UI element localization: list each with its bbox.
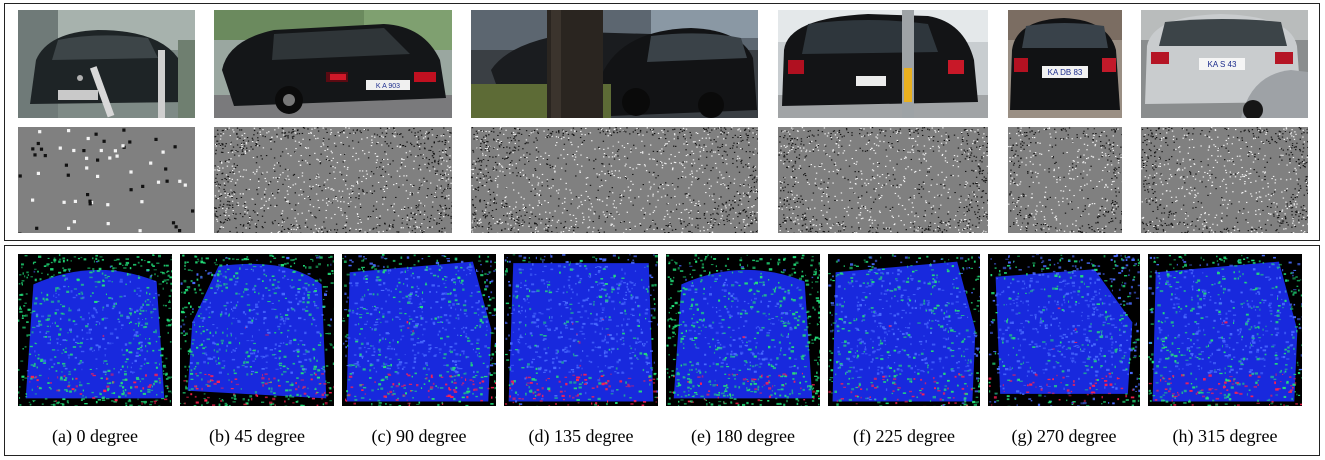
caption-270-degree: (g) 270 degree xyxy=(1011,426,1117,446)
car-photo-6: KA S 43 xyxy=(1141,10,1308,118)
car-photo-2: K A 903 xyxy=(214,10,452,118)
caption-225-degree: (f) 225 degree xyxy=(853,426,955,446)
caption-45-degree: (b) 45 degree xyxy=(209,426,305,446)
depth-map-3 xyxy=(471,127,758,233)
heatmap-90-degree xyxy=(342,254,496,406)
car-photo-5: KA DB 83 xyxy=(1008,10,1122,118)
depth-map-1 xyxy=(18,127,195,233)
heatmap-180-degree xyxy=(666,254,820,406)
caption-315-degree: (h) 315 degree xyxy=(1172,426,1278,446)
depth-map-2 xyxy=(214,127,452,233)
heatmap-0-degree xyxy=(18,254,172,406)
heatmap-315-degree xyxy=(1148,254,1302,406)
depth-map-6 xyxy=(1141,127,1308,233)
caption-180-degree: (e) 180 degree xyxy=(691,426,795,446)
heatmap-225-degree xyxy=(828,254,980,406)
caption-0-degree: (a) 0 degree xyxy=(52,426,138,446)
svg-text:K A 903: K A 903 xyxy=(376,83,400,90)
depth-map-4 xyxy=(778,127,988,233)
plate-text-6: KA S 43 xyxy=(1208,60,1237,69)
heatmap-135-degree xyxy=(504,254,658,406)
car-photo-1 xyxy=(18,10,195,118)
caption-135-degree: (d) 135 degree xyxy=(528,426,634,446)
depth-map-5 xyxy=(1008,127,1122,233)
heatmap-45-degree xyxy=(180,254,334,406)
car-photo-3 xyxy=(471,10,758,118)
heatmap-270-degree xyxy=(988,254,1140,406)
caption-90-degree: (c) 90 degree xyxy=(371,426,467,446)
plate-text-5: KA DB 83 xyxy=(1048,68,1083,77)
car-photo-4 xyxy=(778,10,988,118)
